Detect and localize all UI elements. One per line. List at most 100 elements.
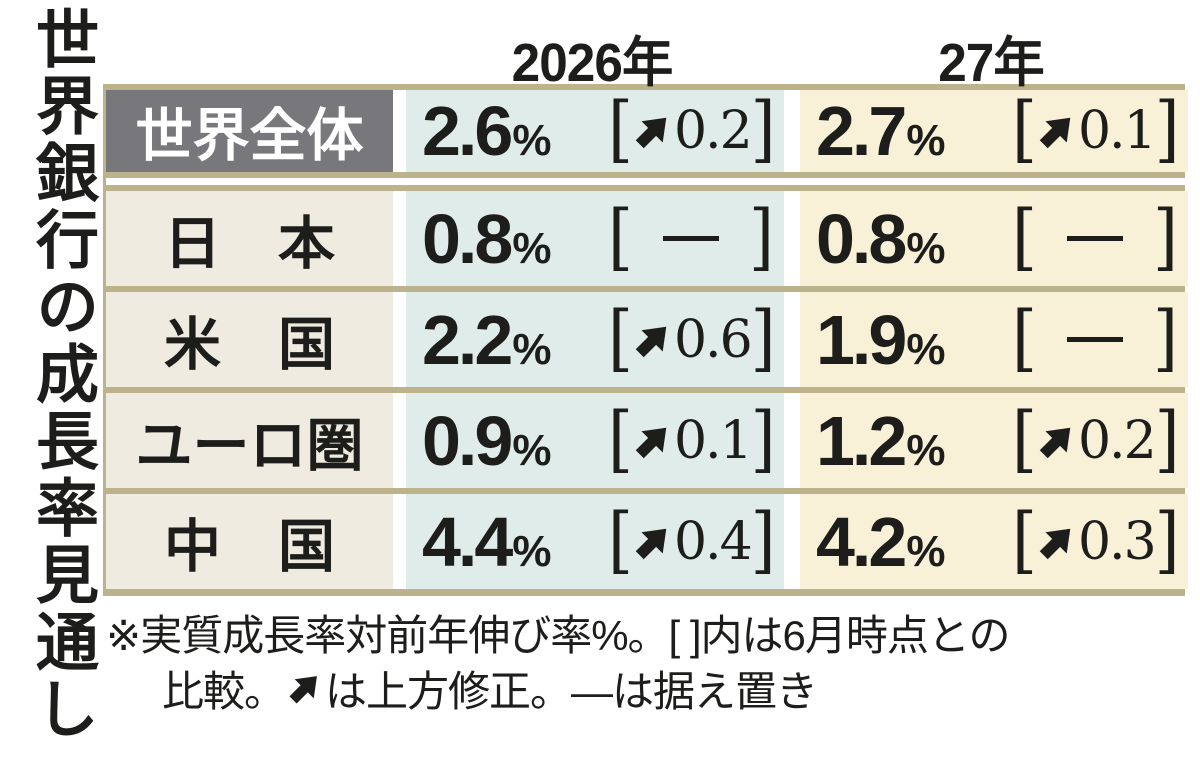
revision-bracket: [ 0.2 ] — [608, 95, 776, 166]
value-cell-2026: 0.8% [ ] — [406, 191, 784, 286]
table-row: 中 国 4.4% [ 0.4 ] 4.2% [ 0.3 ] — [106, 494, 1188, 589]
bracket-open: [ — [1012, 196, 1037, 280]
row-label: 米 国 — [106, 292, 393, 387]
value-cell-2026: 4.4% [ 0.4 ] — [406, 494, 784, 589]
bracket-close: ] — [1154, 398, 1180, 482]
footnote: ※実質成長率対前年伸び率%。[ ]内は6月時点との 比較。 は上方修正。—は据え… — [106, 608, 1191, 720]
percent-sign: % — [906, 116, 946, 165]
footnote-arrow-slot — [285, 664, 325, 720]
revision-delta: 0.4 — [673, 511, 753, 572]
revision-value — [1037, 337, 1153, 342]
revision-value: 0.1 — [1037, 101, 1157, 161]
up-arrow-icon — [635, 427, 667, 458]
growth-value: 0.8% — [816, 199, 946, 278]
bracket-close: ] — [750, 88, 776, 172]
percent-sign: % — [906, 425, 946, 475]
column-header-27: 27年 — [938, 33, 1044, 93]
growth-value: 2.6% — [422, 92, 552, 170]
bracket-close: ] — [749, 196, 774, 280]
percent-sign: % — [512, 425, 552, 475]
growth-value: 2.7% — [816, 92, 946, 170]
footnote-line1: ※実質成長率対前年伸び率%。[ ]内は6月時点との — [106, 612, 1010, 659]
unchanged-dash-icon — [663, 236, 719, 241]
up-arrow-icon — [635, 528, 667, 559]
up-arrow-icon — [635, 326, 667, 357]
row-separator — [106, 589, 1185, 596]
chart-title: 世界銀行の成長率見通し — [27, 6, 97, 743]
revision-value — [633, 236, 749, 241]
table-row: 米 国 2.2% [ 0.6 ] 1.9% [ ] — [106, 292, 1188, 387]
percent-sign: % — [512, 324, 552, 374]
revision-bracket: [ 0.4 ] — [608, 505, 776, 576]
percent-sign: % — [906, 223, 946, 273]
bracket-open: [ — [608, 499, 633, 583]
bracket-close: ] — [750, 398, 776, 482]
revision-value: 0.1 — [633, 410, 753, 471]
revision-value: 0.2 — [633, 101, 753, 161]
revision-bracket: [ 0.2 ] — [1012, 404, 1180, 475]
percent-sign: % — [906, 324, 946, 374]
revision-bracket: [ 0.1 ] — [608, 404, 776, 475]
revision-bracket: [ 0.3 ] — [1012, 505, 1180, 576]
revision-delta: 0.1 — [673, 410, 753, 471]
revision-delta: 0.1 — [1077, 101, 1157, 161]
column-headers: 2026年 27年 — [103, 18, 1185, 93]
row-separator — [106, 172, 1185, 191]
growth-value: 0.8% — [422, 199, 552, 278]
revision-bracket: [ ] — [1012, 303, 1178, 374]
value-cell-27: 1.9% [ ] — [800, 292, 1188, 387]
forecast-table: 2026年 27年 世界全体 2.6% [ 0.2 ] 2.7% [ — [103, 18, 1188, 596]
value-cell-27: 0.8% [ ] — [800, 191, 1188, 286]
growth-value: 0.9% — [422, 401, 552, 480]
value-cell-2026: 0.9% [ 0.1 ] — [406, 393, 784, 488]
table-row: ユーロ圏 0.9% [ 0.1 ] 1.2% [ 0.2 ] — [106, 393, 1188, 488]
value-cell-27: 1.2% [ 0.2 ] — [800, 393, 1188, 488]
percent-sign: % — [512, 116, 552, 165]
up-arrow-icon — [635, 117, 667, 149]
percent-sign: % — [906, 526, 946, 576]
revision-delta: 0.3 — [1077, 511, 1157, 572]
footnote-line2: 比較。 は上方修正。—は据え置き — [106, 664, 1191, 720]
up-arrow-icon — [1039, 117, 1071, 149]
value-cell-27: 2.7% [ 0.1 ] — [800, 90, 1188, 172]
revision-delta: 0.6 — [673, 309, 753, 370]
row-label: 中 国 — [106, 494, 393, 589]
bracket-close: ] — [1153, 196, 1178, 280]
up-arrow-icon — [1039, 427, 1071, 458]
revision-delta: 0.2 — [673, 101, 753, 161]
revision-bracket: [ 0.1 ] — [1012, 95, 1180, 166]
percent-sign: % — [512, 526, 552, 576]
percent-sign: % — [512, 223, 552, 273]
row-label: ユーロ圏 — [106, 393, 393, 488]
revision-value: 0.4 — [633, 511, 753, 572]
revision-bracket: [ 0.6 ] — [608, 303, 776, 374]
bracket-open: [ — [1012, 88, 1037, 172]
row-separator — [106, 488, 1185, 494]
row-separator — [106, 286, 1185, 292]
row-separator — [106, 387, 1185, 393]
bracket-open: [ — [1012, 398, 1037, 482]
up-arrow-icon — [289, 676, 317, 704]
growth-value: 1.2% — [816, 401, 946, 480]
growth-value: 4.4% — [422, 502, 552, 581]
bracket-open: [ — [608, 88, 633, 172]
row-label: 日 本 — [106, 191, 393, 286]
revision-value: 0.6 — [633, 309, 753, 370]
table-body: 世界全体 2.6% [ 0.2 ] 2.7% [ 0.1 ] — [103, 90, 1188, 596]
revision-delta: 0.2 — [1077, 410, 1157, 471]
revision-bracket: [ ] — [1012, 202, 1178, 273]
bracket-open: [ — [608, 297, 633, 381]
up-arrow-icon — [1039, 528, 1071, 559]
footnote-line2-before: 比較。 — [162, 668, 286, 715]
table-top-border — [103, 84, 1185, 90]
footnote-line2-after: は上方修正。—は据え置き — [325, 668, 818, 715]
value-cell-27: 4.2% [ 0.3 ] — [800, 494, 1188, 589]
bracket-open: [ — [608, 196, 633, 280]
bracket-close: ] — [1154, 499, 1180, 583]
column-header-2026: 2026年 — [511, 33, 674, 93]
revision-value: 0.2 — [1037, 410, 1157, 471]
bracket-close: ] — [1154, 88, 1180, 172]
table-row: 日 本 0.8% [ ] 0.8% [ ] — [106, 191, 1188, 286]
table-row: 世界全体 2.6% [ 0.2 ] 2.7% [ 0.1 ] — [106, 90, 1188, 172]
row-label: 世界全体 — [106, 90, 393, 172]
